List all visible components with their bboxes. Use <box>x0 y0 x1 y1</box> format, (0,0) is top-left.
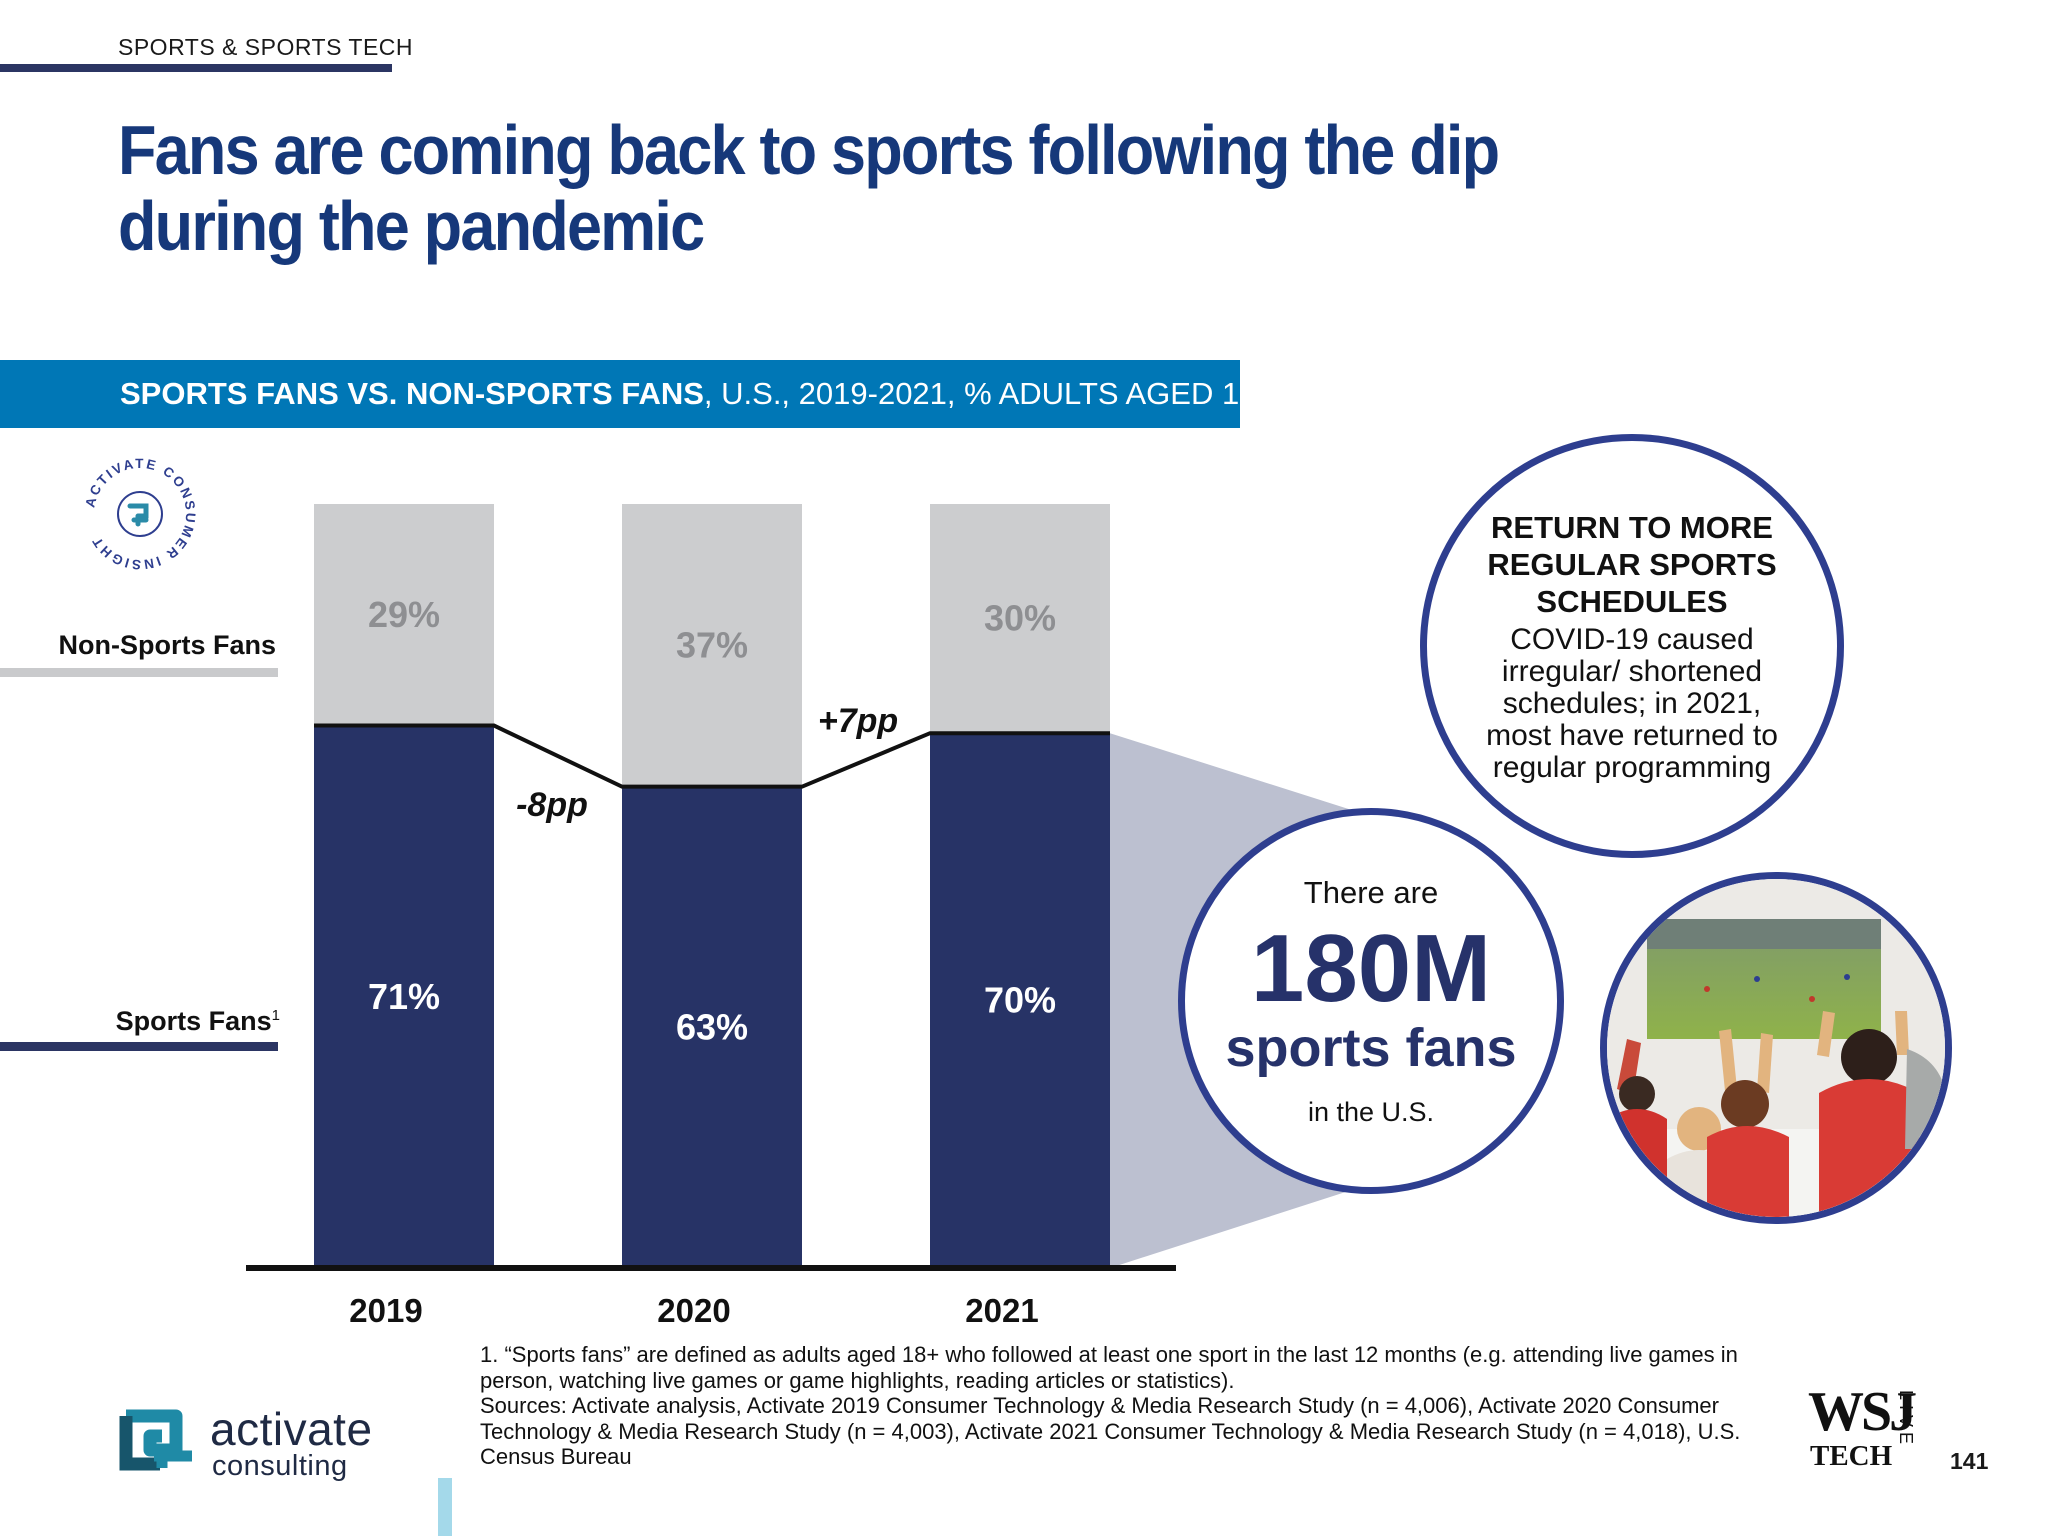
x-tick-label-2020: 2020 <box>657 1292 730 1329</box>
row-label-sports: Sports Fans1 <box>40 1006 280 1037</box>
activate-consumer-insight-badge: ACTIVATE CONSUMER INSIGHT <box>82 456 196 572</box>
data-label-non-sports-2021: 30% <box>984 598 1056 639</box>
data-label-non-sports-2019: 29% <box>368 594 440 635</box>
accent-bar <box>438 1478 452 1536</box>
chart-banner: SPORTS FANS VS. NON-SPORTS FANS, U.S., 2… <box>0 360 1275 428</box>
x-tick-label-2021: 2021 <box>965 1292 1038 1329</box>
bar-non-sports-2021 <box>930 504 1110 734</box>
row-rule-non-sports <box>0 668 278 677</box>
bar-non-sports-2020 <box>622 504 802 787</box>
data-label-non-sports-2020: 37% <box>676 624 748 665</box>
wsj-tech: TECH <box>1810 1440 1893 1472</box>
banner-bold-text: SPORTS FANS VS. NON-SPORTS FANS <box>120 376 704 411</box>
section-rule <box>0 64 392 72</box>
page-title: Fans are coming back to sports following… <box>118 111 1500 265</box>
activate-consulting-logo: activate consulting <box>114 1402 414 1482</box>
bar-sports-2021 <box>930 733 1110 1268</box>
footnote-definition: 1. “Sports fans” are defined as adults a… <box>480 1342 1738 1393</box>
change-connector-line <box>314 723 1110 789</box>
callout-schedule-body: COVID-19 caused irregular/ shortened sch… <box>1486 622 1778 784</box>
callout-fans-post: in the U.S. <box>1307 1096 1435 1127</box>
footnote-sources: Sources: Activate analysis, Activate 201… <box>480 1393 1741 1469</box>
data-label-sports-2020: 63% <box>676 1006 748 1047</box>
footnote-marker: 1 <box>271 1007 280 1024</box>
section-label: SPORTS & SPORTS TECH <box>118 34 414 60</box>
callout-fans-pre: There are <box>1303 874 1439 910</box>
bar-sports-2020 <box>622 786 802 1268</box>
fans-watching-soccer-image <box>1607 879 1945 1217</box>
bar-sports-2019 <box>314 725 494 1268</box>
wsj-tech-live-logo: WSJ TECH LIVE <box>1808 1384 1918 1474</box>
callout-fans-number: 180M <box>1250 914 1492 1022</box>
page-number: 141 <box>1950 1448 1989 1474</box>
wsj-live: LIVE <box>1896 1390 1916 1450</box>
logo-name: activate <box>210 1403 373 1455</box>
callout-schedule: RETURN TO MORE REGULAR SPORTS SCHEDULES … <box>1420 434 1844 858</box>
change-label-2019-2020: -8pp <box>516 786 588 824</box>
data-label-sports-2021: 70% <box>984 980 1056 1021</box>
bar-non-sports-2019 <box>314 504 494 726</box>
callout-fans-unit: sports fans <box>1225 1017 1517 1078</box>
logo-sub: consulting <box>212 1450 348 1482</box>
callout-schedule-title: RETURN TO MORE REGULAR SPORTS SCHEDULES <box>1487 509 1777 619</box>
change-label-2020-2021: +7pp <box>818 702 898 740</box>
row-rule-sports <box>0 1042 278 1051</box>
footnote: 1. “Sports fans” are defined as adults a… <box>480 1342 1810 1470</box>
data-label-sports-2019: 71% <box>368 976 440 1017</box>
wsj-mark: WSJ <box>1808 1381 1917 1443</box>
x-tick-label-2019: 2019 <box>349 1292 422 1329</box>
row-label-sports-text: Sports Fans <box>115 1006 272 1036</box>
activate-logo-icon <box>119 1409 192 1471</box>
activate-icon <box>127 503 149 527</box>
callout-fans: There are 180M sports fans in the U.S. <box>1178 808 1564 1194</box>
row-label-non-sports: Non-Sports Fans <box>58 630 276 660</box>
fans-photo <box>1600 872 1952 1224</box>
banner-rest-text: , U.S., 2019-2021, % ADULTS AGED 18+ <box>703 376 1275 411</box>
